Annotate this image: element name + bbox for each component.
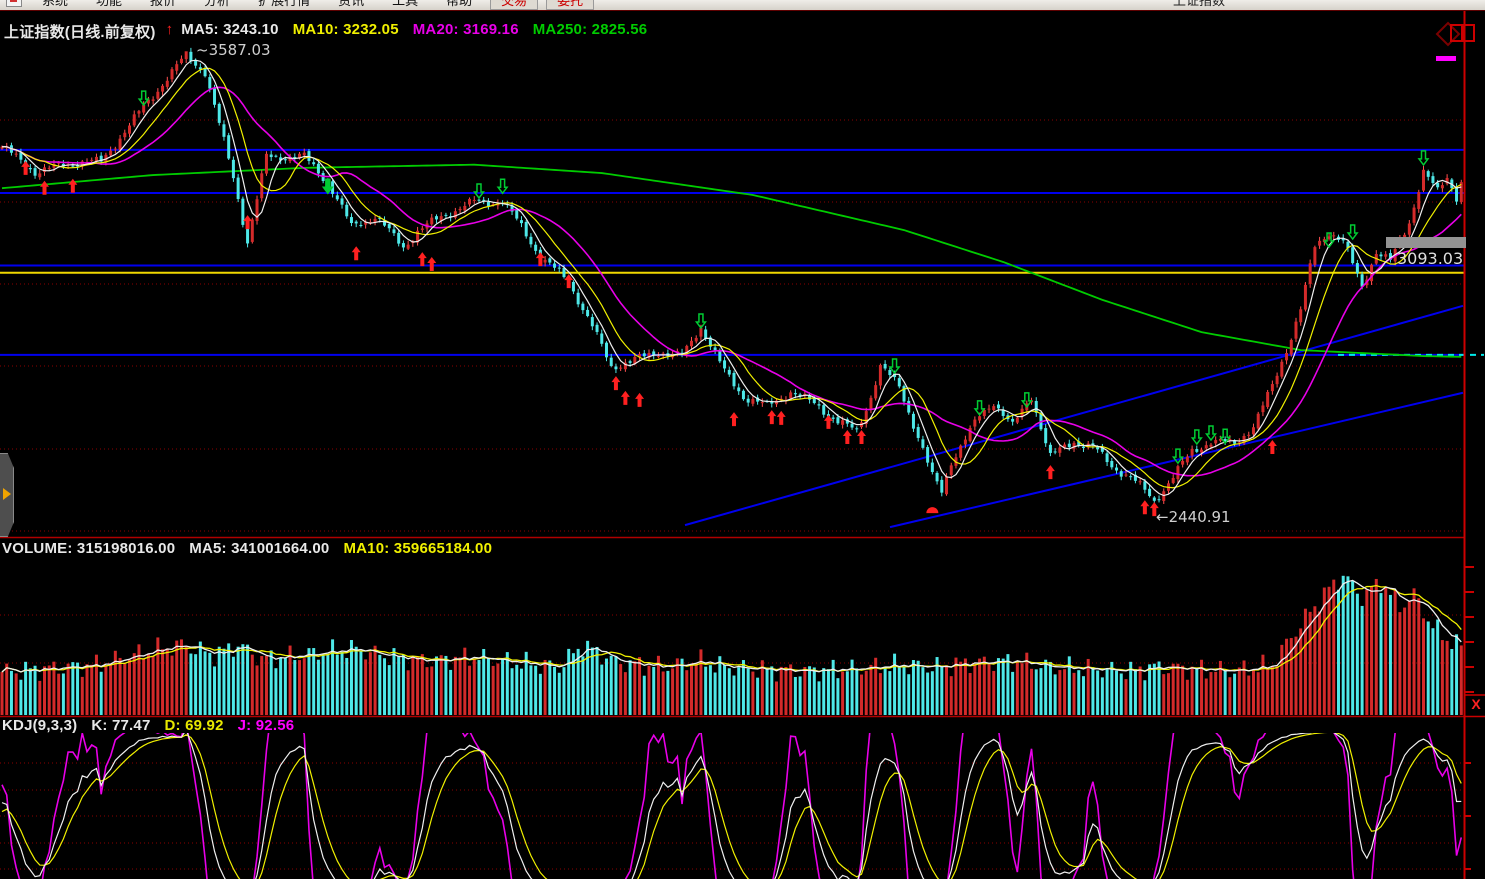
- ma250-value[interactable]: MA250: 2825.56: [532, 21, 648, 38]
- menu-item[interactable]: 报价: [150, 0, 177, 8]
- indicator-close-button[interactable]: X: [1471, 696, 1481, 712]
- level-label-box[interactable]: [1386, 237, 1466, 248]
- menu-item-hot[interactable]: 交易: [490, 0, 539, 10]
- peak-price-annotation: ~3587.03: [196, 41, 271, 59]
- volume-ma10-value[interactable]: MA10: 359665184.00: [343, 540, 493, 557]
- kdj-j-value[interactable]: J: 92.56: [237, 717, 295, 734]
- menu-divider: [0, 10, 1485, 11]
- trend-up-icon: ↑: [165, 21, 174, 38]
- menu-item[interactable]: 功能: [96, 0, 123, 8]
- menu-item[interactable]: 系统: [42, 0, 69, 8]
- trough-price-annotation: ←2440.91: [1156, 508, 1231, 526]
- marker-icon[interactable]: [1436, 56, 1456, 61]
- kdj-title[interactable]: KDJ(9,3,3): [2, 717, 78, 734]
- ma20-value[interactable]: MA20: 3169.16: [412, 21, 519, 38]
- kdj-k-value[interactable]: K: 77.47: [91, 717, 151, 734]
- sidebar-expand-handle[interactable]: [0, 453, 14, 537]
- ma10-value[interactable]: MA10: 3232.05: [292, 21, 399, 38]
- expand-arrow-icon: [3, 488, 11, 500]
- level-price-annotation: 3093.03: [1397, 249, 1464, 268]
- app-icon[interactable]: [6, 0, 22, 7]
- menu-item[interactable]: 分析: [204, 0, 231, 8]
- kdj-d-value[interactable]: D: 69.92: [164, 717, 224, 734]
- kdj-header: KDJ(9,3,3) K: 77.47 D: 69.92 J: 92.56: [2, 717, 294, 734]
- menu-item[interactable]: 帮助: [446, 0, 473, 8]
- volume-ma5-value[interactable]: MA5: 341001664.00: [189, 540, 330, 557]
- volume-value[interactable]: VOLUME: 315198016.00: [2, 540, 176, 557]
- window-title: 上证指数: [1172, 0, 1225, 8]
- main-chart-header: 上证指数(日线.前复权) ↑ MA5: 3243.10 MA10: 3232.0…: [4, 21, 647, 42]
- ma5-value[interactable]: MA5: 3243.10: [181, 21, 279, 38]
- menu-item[interactable]: 工具: [392, 0, 419, 8]
- menu-item-hot[interactable]: 委托: [546, 0, 595, 10]
- menu-item[interactable]: 扩展行情: [258, 0, 311, 8]
- menu-item[interactable]: 资讯: [338, 0, 365, 8]
- volume-header: VOLUME: 315198016.00 MA5: 341001664.00 M…: [2, 540, 492, 557]
- symbol-title: 上证指数(日线.前复权): [4, 24, 156, 41]
